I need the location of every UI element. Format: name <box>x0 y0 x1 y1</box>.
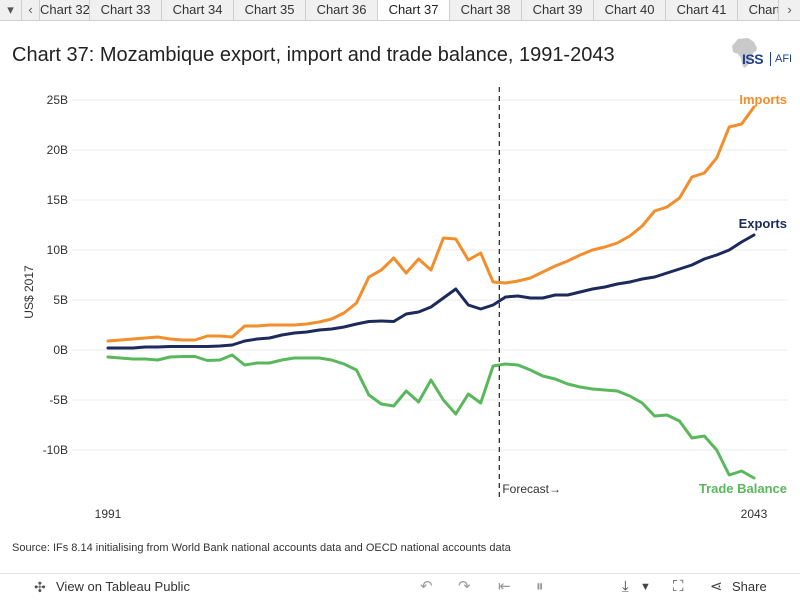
tab-list: Chart 32 Chart 33 Chart 34 Chart 35 Chart 36… <box>40 0 800 20</box>
series-labels: Imports Exports Trade Balance <box>699 92 787 496</box>
y-tick-label: 15B <box>47 193 68 207</box>
gridlines <box>72 99 788 451</box>
y-tick-label: 10B <box>47 243 68 257</box>
tab-chart-35[interactable]: Chart 35 <box>234 0 306 20</box>
revert-icon[interactable]: ⇤ <box>498 578 511 595</box>
iss-afi-logo: ISS AFI <box>722 36 794 76</box>
view-on-tableau-public-link[interactable]: View on Tableau Public <box>56 579 190 594</box>
logo-divider <box>770 52 771 66</box>
trade-balance-line <box>106 353 756 480</box>
source-note: Source: IFs 8.14 initialising from World… <box>12 542 511 554</box>
tab-chart-39[interactable]: Chart 39 <box>522 0 594 20</box>
tab-chart-37[interactable]: Chart 37 <box>378 0 450 20</box>
bottom-toolbar: ✣ View on Tableau Public ↶ ↷ ⇤ ⏸ ⤓ ▼ ⛶ ⋖… <box>0 573 800 600</box>
pause-icon[interactable]: ⏸ <box>536 578 544 595</box>
redo-icon[interactable]: ↷ <box>458 578 471 595</box>
logo-afi-text: AFI <box>775 53 793 65</box>
imports-label: Imports <box>739 92 787 107</box>
series-lines <box>106 105 756 480</box>
chart-tab-strip: ▾ ‹ Chart 32 Chart 33 Chart 34 Chart 35 Char… <box>0 0 800 21</box>
y-axis-title: US$ 2017 <box>22 265 36 319</box>
tab-chart-38[interactable]: Chart 38 <box>450 0 522 20</box>
share-button[interactable]: Share <box>732 579 767 594</box>
tab-chart-34[interactable]: Chart 34 <box>162 0 234 20</box>
logo-iss-text: ISS <box>742 51 764 67</box>
download-chevron-icon[interactable]: ▼ <box>640 581 651 593</box>
africa-map-icon <box>732 38 757 68</box>
tab-menu-icon[interactable]: ▾ <box>0 0 22 20</box>
y-tick-label: 5B <box>53 293 68 307</box>
y-axis-ticks: -10B -5B 0B 5B 10B 15B 20B 25B <box>43 93 68 457</box>
y-tick-label: 0B <box>53 343 68 357</box>
forecast-label: Forecast→ <box>502 482 561 496</box>
tab-chart-41[interactable]: Chart 41 <box>666 0 738 20</box>
y-tick-label: -5B <box>49 393 68 407</box>
tableau-logo-icon: ✣ <box>34 579 46 595</box>
x-axis-end-label: 2043 <box>741 507 768 521</box>
trade-line-chart: -10B -5B 0B 5B 10B 15B 20B 25B US$ 2017 Forecas… <box>22 87 788 521</box>
y-tick-label: -10B <box>43 443 68 457</box>
undo-icon[interactable]: ↶ <box>420 578 433 595</box>
y-tick-label: 20B <box>47 143 68 157</box>
tab-scroll-left-icon[interactable]: ‹ <box>22 0 40 20</box>
x-axis-start-label: 1991 <box>95 507 122 521</box>
imports-line <box>106 105 756 343</box>
fullscreen-icon[interactable]: ⛶ <box>673 578 684 595</box>
download-icon[interactable]: ⤓ <box>622 578 629 595</box>
trade-balance-label: Trade Balance <box>699 481 787 496</box>
tab-chart-33[interactable]: Chart 33 <box>90 0 162 20</box>
page-title: Chart 37: Mozambique export, import and … <box>12 44 615 66</box>
y-tick-label: 25B <box>47 93 68 107</box>
exports-label: Exports <box>739 216 787 231</box>
exports-line <box>106 233 756 350</box>
share-icon[interactable]: ⋖ <box>710 578 723 595</box>
tab-chart-40[interactable]: Chart 40 <box>594 0 666 20</box>
tab-chart-36[interactable]: Chart 36 <box>306 0 378 20</box>
tab-scroll-right-icon[interactable]: › <box>778 0 800 20</box>
tab-chart-32[interactable]: Chart 32 <box>40 0 90 20</box>
